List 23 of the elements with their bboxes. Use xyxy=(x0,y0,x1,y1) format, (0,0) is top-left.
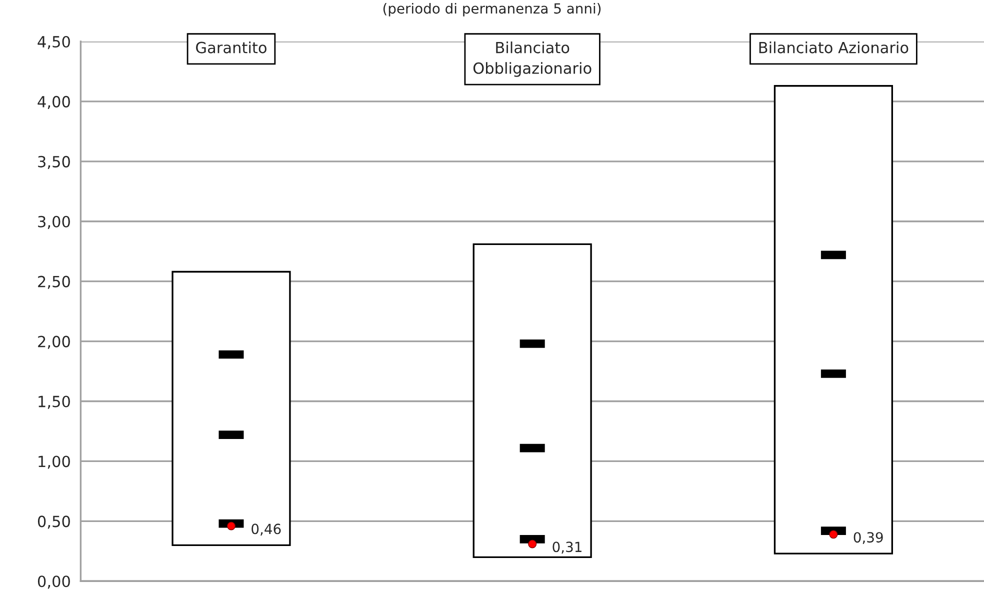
point xyxy=(226,522,236,530)
y-tick-label: 3,00 xyxy=(38,216,70,229)
y-tick-label: 2,50 xyxy=(38,276,70,289)
data-label: 0,31 xyxy=(552,542,582,554)
y-tick-label: 2,00 xyxy=(38,336,70,349)
y-tick-label: 4,00 xyxy=(38,96,70,110)
point xyxy=(829,530,838,539)
y-tick-label: 1,50 xyxy=(38,396,70,409)
y-tick-label: 4,50 xyxy=(38,36,70,50)
x-tick-label: Garantito xyxy=(196,42,266,54)
bar xyxy=(472,243,592,558)
y-tick-label: 3,50 xyxy=(38,156,70,170)
chart-subtitle: (periodo di permanenza 5 anni) xyxy=(383,2,601,16)
data-label: 0,46 xyxy=(252,524,281,536)
point xyxy=(528,540,537,548)
y-tick-label: 0,50 xyxy=(38,516,70,529)
bar xyxy=(774,85,893,554)
bar xyxy=(172,270,291,546)
data-label: 0,39 xyxy=(854,532,883,544)
x-tick-label: Bilanciato Azionario xyxy=(759,42,908,54)
x-tick-label: Bilanciato Obbligazionario xyxy=(473,42,592,77)
y-tick-label: 1,00 xyxy=(38,456,70,469)
y-tick-label: 0,00 xyxy=(38,576,70,589)
